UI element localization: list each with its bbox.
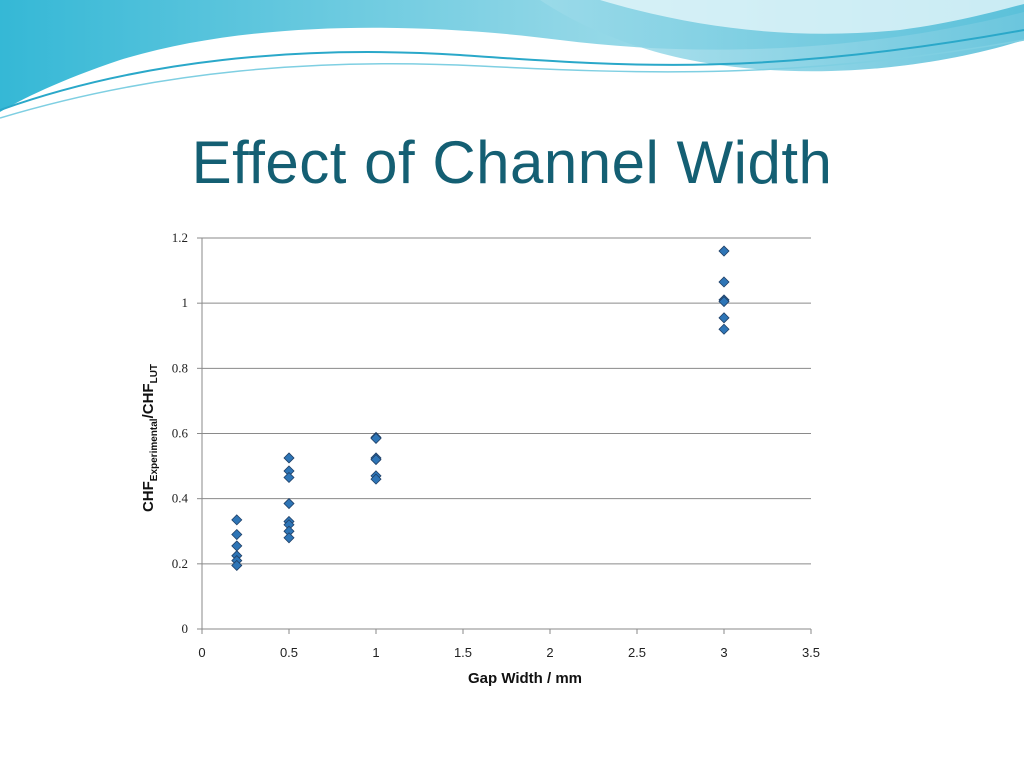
y-tick-label: 1.2 [172, 230, 188, 245]
x-tick-label: 1 [372, 645, 379, 660]
x-axis-title: Gap Width / mm [468, 670, 582, 687]
data-point [283, 532, 295, 544]
y-tick-label: 1 [182, 295, 189, 310]
header-wave-banner [0, 0, 1024, 119]
data-points [231, 245, 730, 572]
y-axis-ticks: 0 0.2 0.4 0.6 0.8 1 1.2 [172, 230, 189, 636]
data-point [370, 432, 382, 444]
grid-lines [202, 237, 811, 565]
x-tick-label: 3 [720, 645, 727, 660]
data-point [718, 323, 730, 335]
data-point [231, 559, 243, 572]
data-point [231, 528, 243, 541]
data-point [370, 454, 382, 466]
y-axis-title-sub1: Experimental [149, 418, 160, 481]
y-axis-title-sep: /CHF [140, 383, 157, 418]
data-point [283, 471, 295, 484]
data-point [231, 540, 243, 552]
axes [197, 237, 812, 634]
data-point [718, 245, 730, 257]
x-tick-label: 1.5 [454, 645, 472, 660]
data-point [718, 295, 730, 308]
y-tick-label: 0.2 [172, 556, 188, 571]
data-point [718, 276, 730, 288]
data-point [283, 452, 295, 464]
y-axis-title: CHFExperimental/CHFLUT [140, 364, 160, 512]
x-tick-label: 0 [198, 645, 205, 660]
x-tick-label: 0.5 [280, 645, 298, 660]
x-tick-label: 3.5 [802, 645, 820, 660]
slide-title: Effect of Channel Width [191, 129, 833, 196]
x-tick-label: 2.5 [628, 645, 646, 660]
x-axis-ticks: 0 0.5 1 1.5 2 2.5 3 3.5 [198, 645, 820, 660]
data-point [231, 514, 243, 526]
y-tick-label: 0.4 [172, 491, 189, 506]
data-point [370, 473, 382, 485]
data-point [283, 497, 295, 510]
y-axis-title-sub2: LUT [149, 364, 160, 383]
y-axis-title-main: CHF [140, 481, 157, 512]
y-tick-label: 0 [182, 621, 189, 636]
data-point [718, 312, 730, 324]
y-tick-label: 0.6 [172, 426, 189, 441]
y-tick-label: 0.8 [172, 360, 188, 375]
x-tick-label: 2 [546, 645, 553, 660]
